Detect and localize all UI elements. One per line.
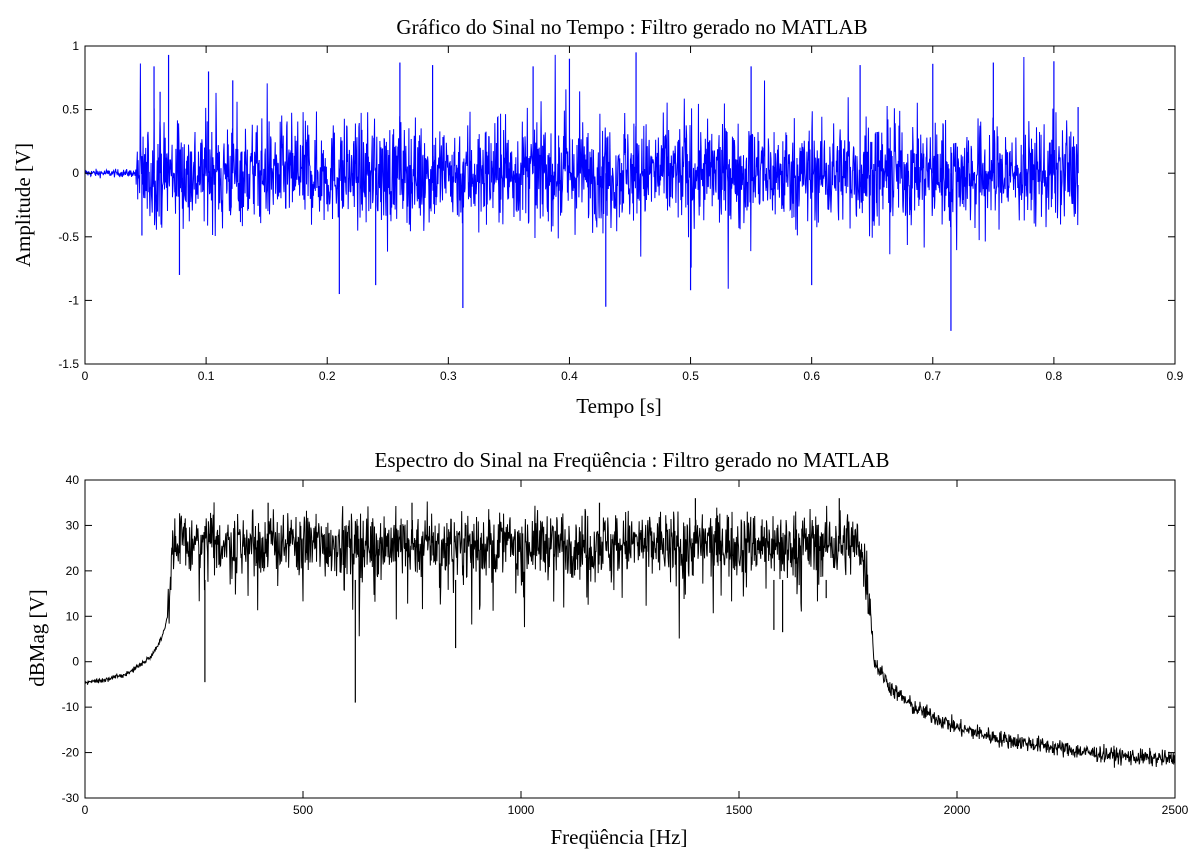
spectrum-x-axis-label: Freqüência [Hz] — [550, 825, 687, 849]
spectrum-x-tick-label: 2000 — [944, 803, 971, 817]
spectrum-x-tick-label: 1000 — [508, 803, 535, 817]
spectrum-x-tick-label: 500 — [293, 803, 313, 817]
time-x-tick-label: 0.8 — [1046, 369, 1063, 383]
spectrum-y-axis-label: dBMag [V] — [25, 589, 49, 686]
spectrum-series — [84, 498, 1176, 768]
time-x-tick-label: 0.9 — [1167, 369, 1184, 383]
spectrum-y-tick-label: -10 — [62, 700, 80, 714]
spectrum-plot: Espectro do Sinal na Freqüência : Filtro… — [25, 448, 1189, 849]
time-x-tick-label: 0.6 — [803, 369, 820, 383]
spectrum-x-tick-label: 2500 — [1162, 803, 1189, 817]
time-signal-plot: Gráfico do Sinal no Tempo : Filtro gerad… — [11, 15, 1184, 418]
spectrum-x-ticks: 0 500 1000 1500 2000 2500 — [82, 480, 1189, 817]
spectrum-x-tick-label: 1500 — [726, 803, 753, 817]
time-y-tick-label: 1 — [72, 39, 79, 53]
spectrum-y-tick-label: 0 — [72, 655, 79, 669]
time-y-tick-label: 0 — [72, 166, 79, 180]
spectrum-y-tick-label: 30 — [66, 518, 80, 532]
time-y-ticks: -1.5 -1 -0.5 0 0.5 1 — [58, 39, 1175, 371]
time-x-tick-label: 0.1 — [198, 369, 215, 383]
time-x-tick-label: 0.4 — [561, 369, 578, 383]
time-x-tick-label: 0.3 — [440, 369, 457, 383]
spectrum-line — [84, 501, 1176, 768]
time-x-ticks: 0 0.1 0.2 0.3 0.4 0.5 0.6 0.7 0.8 0.9 — [82, 46, 1184, 383]
spectrum-y-tick-label: 40 — [66, 473, 80, 487]
time-signal-series — [84, 52, 1079, 331]
time-x-tick-label: 0.5 — [682, 369, 699, 383]
time-y-tick-label: -1.5 — [58, 357, 79, 371]
time-y-tick-label: -1 — [68, 293, 79, 307]
spectrum-y-tick-label: 20 — [66, 564, 80, 578]
spectrum-y-tick-label: -30 — [62, 791, 80, 805]
time-x-axis-label: Tempo [s] — [576, 394, 661, 418]
spectrum-y-ticks: -30 -20 -10 0 10 20 30 40 — [62, 473, 1175, 805]
spectrum-x-tick-label: 0 — [82, 803, 89, 817]
time-x-tick-label: 0.2 — [319, 369, 336, 383]
spectrum-y-tick-label: 10 — [66, 609, 80, 623]
spectrum-plot-frame — [84, 479, 1176, 799]
time-y-tick-label: 0.5 — [62, 103, 79, 117]
time-plot-frame — [84, 45, 1176, 365]
spectrum-y-tick-label: -20 — [62, 746, 80, 760]
time-x-tick-label: 0.7 — [924, 369, 941, 383]
time-plot-title: Gráfico do Sinal no Tempo : Filtro gerad… — [396, 15, 867, 39]
spectrum-plot-title: Espectro do Sinal na Freqüência : Filtro… — [375, 448, 890, 472]
time-signal-line — [84, 54, 1079, 289]
time-y-tick-label: -0.5 — [58, 230, 79, 244]
time-y-axis-label: Amplitude [V] — [11, 143, 35, 267]
time-x-tick-label: 0 — [82, 369, 89, 383]
